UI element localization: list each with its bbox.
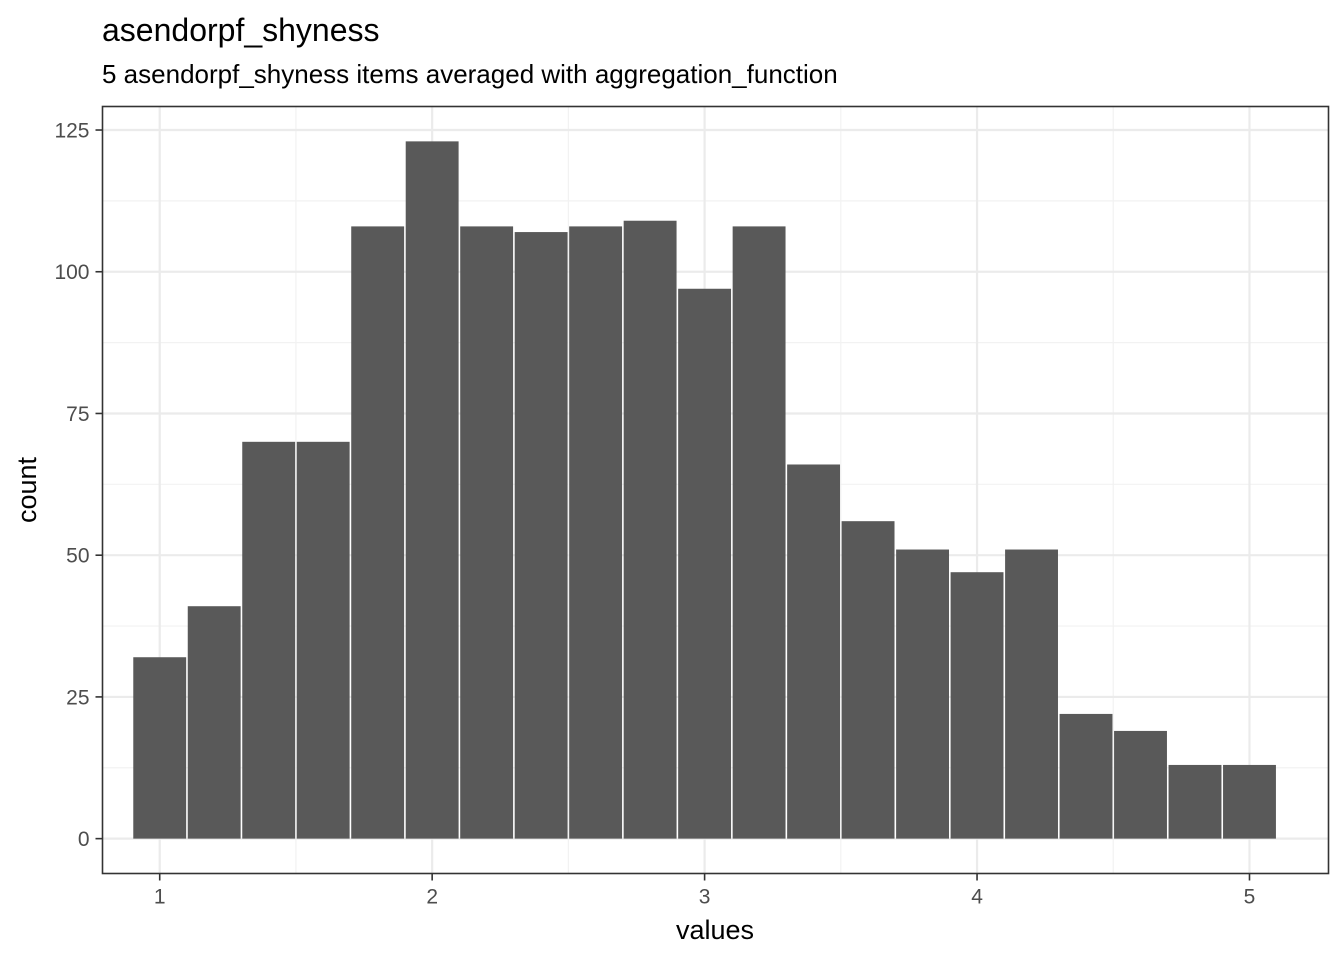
histogram-bar	[1168, 764, 1222, 839]
histogram-bar	[133, 657, 187, 839]
x-tick-label: 1	[154, 886, 166, 909]
panel-border	[101, 105, 1330, 875]
histogram-bar	[514, 232, 568, 839]
histogram-bar	[1114, 730, 1167, 839]
histogram-bar	[896, 549, 950, 839]
x-tick-label: 5	[1244, 886, 1256, 909]
histogram-bar	[678, 288, 732, 839]
histogram-bar	[405, 141, 459, 839]
bars	[133, 141, 1276, 839]
y-axis-title: count	[12, 456, 42, 523]
histogram-bar	[242, 441, 296, 839]
x-tick-label: 3	[699, 886, 711, 909]
y-tick-label: 50	[66, 545, 89, 568]
x-axis-title: values	[676, 915, 754, 945]
histogram-bar	[787, 464, 841, 839]
y-tick-label: 75	[66, 403, 89, 426]
y-tick-label: 100	[54, 261, 89, 284]
histogram-bar	[460, 226, 514, 839]
y-tick-label: 25	[66, 686, 89, 709]
histogram-bar	[841, 521, 895, 839]
histogram-bar	[1059, 713, 1113, 839]
histogram-bar	[1005, 549, 1058, 839]
histogram-bar	[569, 226, 623, 839]
histogram-bar	[296, 441, 350, 839]
histogram-bar	[950, 572, 1004, 839]
histogram-bar	[732, 226, 786, 839]
chart-subtitle: 5 asendorpf_shyness items averaged with …	[102, 59, 838, 89]
chart-title: asendorpf_shyness	[102, 12, 380, 48]
y-axis: 0 25 50 75 100 125	[54, 120, 103, 851]
y-tick-label: 0	[78, 828, 90, 851]
histogram-bar	[187, 606, 241, 839]
histogram-bar	[623, 220, 677, 839]
x-tick-label: 2	[426, 886, 438, 909]
x-axis: 1 2 3 4 5	[154, 873, 1256, 909]
x-tick-label: 4	[971, 886, 983, 909]
y-tick-label: 125	[54, 120, 89, 143]
histogram-bar	[351, 226, 405, 839]
histogram-bar	[1223, 764, 1276, 839]
